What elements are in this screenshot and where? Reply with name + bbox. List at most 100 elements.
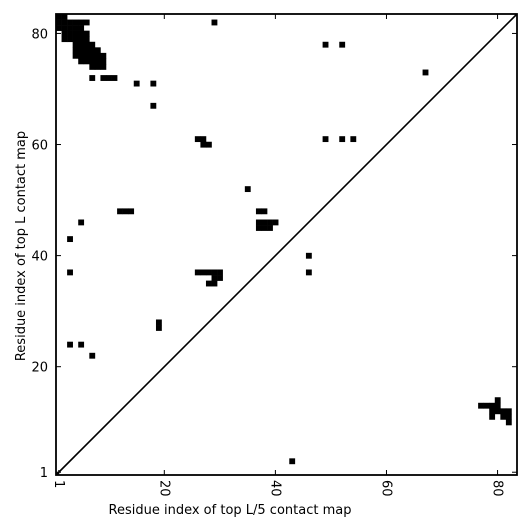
contact-cell-upper [194, 269, 201, 276]
contact-cell-upper [339, 41, 346, 48]
contact-cell-upper [100, 52, 107, 59]
x-tick-label: 1 [51, 480, 66, 488]
x-tick-label: 40 [267, 480, 282, 497]
contact-cell-upper [83, 41, 90, 48]
contact-cell-upper [105, 75, 112, 81]
contact-cell-upper [194, 136, 201, 143]
contact-cell-upper [339, 136, 346, 143]
contact-cell-upper [61, 14, 68, 20]
contact-cell-upper [217, 275, 223, 281]
contact-cell-upper [205, 269, 212, 276]
contact-cell-upper [83, 47, 90, 54]
contact-cell-upper [94, 58, 101, 65]
contact-cell-upper [211, 275, 218, 281]
contact-cell-lower [494, 402, 501, 409]
x-axis-ticks: 1 20 40 60 80 [51, 14, 505, 497]
contact-cell-upper [94, 52, 101, 59]
x-tick-label: 60 [378, 480, 393, 497]
y-tick-label: 40 [31, 250, 48, 265]
contact-cell-upper [78, 47, 85, 54]
contact-cell-upper [78, 52, 85, 59]
y-tick-label: 80 [31, 27, 48, 42]
contact-cell-upper [89, 52, 96, 59]
plot-frame [55, 13, 518, 476]
contact-cell-lower [505, 408, 512, 415]
y-tick-label: 60 [31, 139, 48, 154]
contact-cell-upper [155, 325, 162, 331]
contact-cell-upper [56, 19, 62, 26]
contact-cell-lower [478, 402, 484, 409]
contact-cell-upper [61, 36, 68, 43]
contact-cell-lower [505, 413, 512, 420]
contact-cell-lower [494, 408, 501, 415]
contact-cell-upper [305, 269, 312, 276]
contact-cell-upper [89, 75, 96, 81]
contact-cell-upper [150, 80, 157, 87]
contact-cell-upper [78, 30, 85, 37]
contact-cell-upper [89, 352, 96, 359]
contact-cell-upper [211, 269, 218, 276]
contact-cell-upper [100, 63, 107, 70]
contact-cell-upper [83, 52, 90, 59]
contact-cell-upper [272, 219, 279, 226]
contact-cell-upper [261, 219, 268, 226]
contact-cell-upper [83, 19, 90, 26]
x-axis-label: Residue index of top L/5 contact map [109, 503, 352, 518]
contact-cell-upper [72, 30, 79, 37]
contact-cell-upper [83, 30, 90, 37]
contact-cell-upper [67, 25, 73, 31]
upper-contact-cells [56, 14, 429, 359]
contact-cell-upper [155, 319, 162, 326]
contact-cell-upper [78, 36, 85, 43]
contact-cell-upper [78, 41, 85, 48]
contact-cell-upper [78, 219, 85, 226]
contact-cell-upper [350, 136, 357, 143]
lower-contact-cells [289, 397, 512, 465]
contact-cell-upper [72, 36, 79, 43]
x-tick-label: 80 [490, 480, 505, 497]
y-axis-label: Residue index of top L contact map [14, 131, 29, 361]
contact-cell-upper [61, 30, 68, 37]
contact-cell-upper [422, 69, 429, 76]
y-tick-label: 1 [40, 466, 48, 481]
contact-cell-lower [505, 419, 512, 426]
contact-cell-upper [72, 52, 79, 59]
contact-cell-upper [89, 58, 96, 65]
contact-cell-lower [494, 397, 501, 404]
diagonal-line [55, 13, 518, 476]
contact-cell-upper [200, 136, 207, 143]
contact-cell-lower [500, 408, 507, 415]
contact-cell-upper [89, 41, 96, 48]
contact-cell-upper [94, 63, 101, 70]
contact-cell-upper [133, 80, 140, 87]
contact-cell-upper [267, 219, 273, 226]
contact-cell-upper [200, 141, 207, 148]
y-tick-label: 20 [31, 361, 48, 376]
contact-cell-upper [67, 236, 73, 243]
contact-cell-upper [205, 141, 212, 148]
contact-cell-upper [211, 19, 218, 26]
contact-cell-lower [489, 408, 496, 415]
contact-cell-upper [83, 58, 90, 65]
contact-cell-upper [322, 136, 329, 143]
contact-cell-upper [72, 41, 79, 48]
contact-cell-upper [61, 19, 68, 26]
contact-cell-upper [255, 219, 262, 226]
contact-cell-upper [322, 41, 329, 48]
contact-cell-upper [305, 252, 312, 259]
contact-cell-upper [255, 225, 262, 231]
contact-cell-upper [78, 58, 85, 65]
contact-cell-upper [100, 58, 107, 65]
y-axis-ticks: 1 20 40 60 80 [31, 27, 517, 481]
contact-cell-upper [72, 19, 79, 26]
contact-cell-upper [211, 280, 218, 287]
contact-cell-upper [89, 63, 96, 70]
contact-cell-lower [483, 402, 490, 409]
contact-cell-lower [500, 413, 507, 420]
contact-cell-upper [111, 75, 118, 81]
contact-cell-upper [205, 280, 212, 287]
contact-cell-upper [128, 208, 135, 215]
contact-cell-upper [67, 269, 73, 276]
contact-cell-upper [255, 208, 262, 215]
contact-cell-upper [67, 341, 73, 348]
